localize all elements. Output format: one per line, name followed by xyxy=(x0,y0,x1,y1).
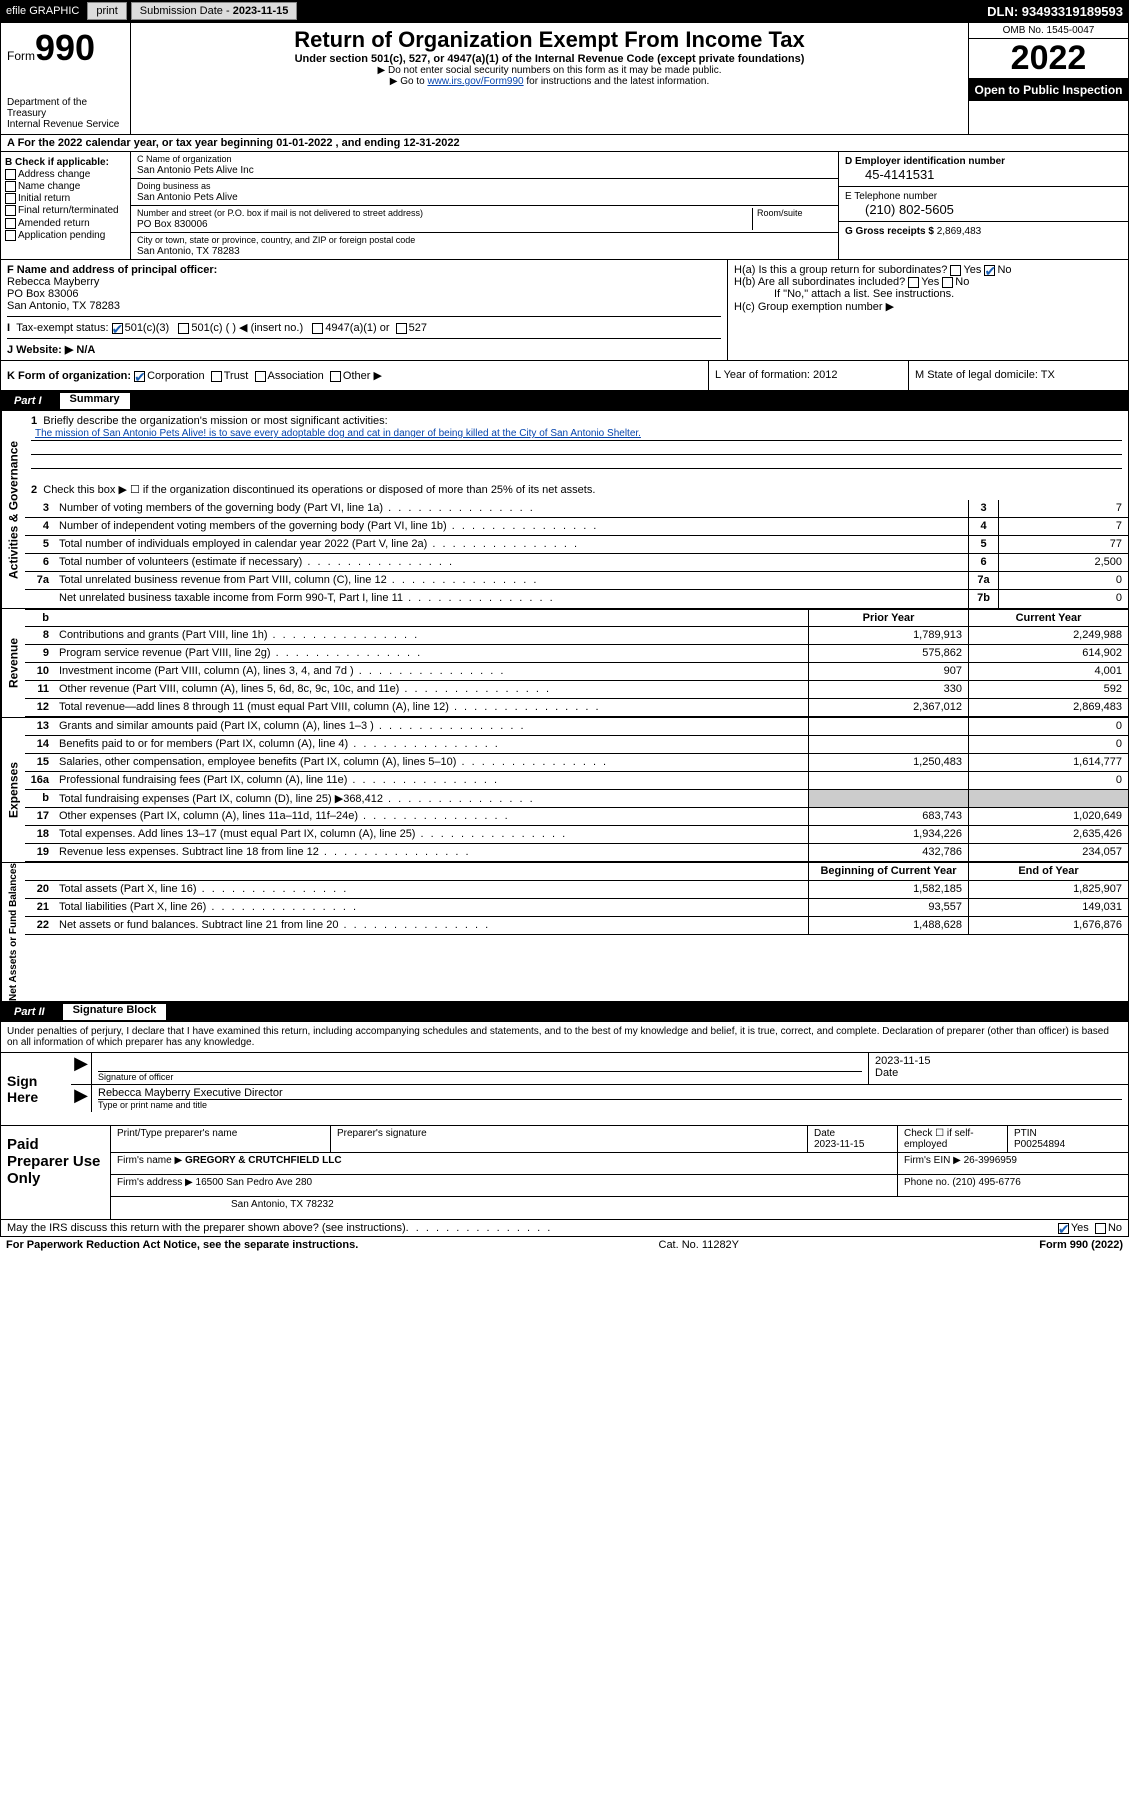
row-A: A For the 2022 calendar year, or tax yea… xyxy=(0,135,1129,152)
activities-governance: Activities & Governance 1 Briefly descri… xyxy=(0,411,1129,609)
part1-header: Part I Summary xyxy=(0,391,1129,411)
form-title: Return of Organization Exempt From Incom… xyxy=(137,27,962,53)
instructions-link[interactable]: www.irs.gov/Form990 xyxy=(427,76,523,87)
efile-label: efile GRAPHIC xyxy=(0,5,85,17)
block-BCDE: B Check if applicable: Address change Na… xyxy=(0,152,1129,260)
checkbox[interactable] xyxy=(5,218,16,229)
part2-header: Part II Signature Block xyxy=(0,1002,1129,1022)
col-B: B Check if applicable: Address change Na… xyxy=(1,152,131,259)
col-C: C Name of organizationSan Antonio Pets A… xyxy=(131,152,838,259)
col-F: F Name and address of principal officer:… xyxy=(1,260,728,360)
checkbox-501c3[interactable] xyxy=(112,323,123,334)
row-FHI: F Name and address of principal officer:… xyxy=(0,260,1129,361)
top-bar: efile GRAPHIC print Submission Date - 20… xyxy=(0,0,1129,22)
revenue-section: Revenue bPrior YearCurrent Year 8Contrib… xyxy=(0,609,1129,718)
col-H: H(a) Is this a group return for subordin… xyxy=(728,260,1128,360)
arrow-icon: ▶ xyxy=(71,1085,91,1112)
year-formation: L Year of formation: 2012 xyxy=(708,361,908,390)
print-button[interactable]: print xyxy=(87,2,126,20)
col-DE: D Employer identification number45-41415… xyxy=(838,152,1128,259)
mission-link[interactable]: The mission of San Antonio Pets Alive! i… xyxy=(35,428,641,439)
header-left: Form990 Department of the Treasury Inter… xyxy=(1,23,131,134)
state-domicile: M State of legal domicile: TX xyxy=(908,361,1128,390)
form-header: Form990 Department of the Treasury Inter… xyxy=(0,22,1129,135)
checkbox[interactable] xyxy=(5,205,16,216)
footer-paperwork: For Paperwork Reduction Act Notice, see … xyxy=(0,1237,1129,1253)
expenses-section: Expenses 13Grants and similar amounts pa… xyxy=(0,718,1129,863)
submission-date-box: Submission Date - 2023-11-15 xyxy=(131,2,298,20)
preparer-block: Paid Preparer Use Only Print/Type prepar… xyxy=(0,1126,1129,1220)
website-row: J Website: ▶ N/A xyxy=(7,344,95,356)
sign-block: Sign Here ▶ Signature of officer 2023-11… xyxy=(0,1053,1129,1126)
checkbox[interactable] xyxy=(5,193,16,204)
penalties-text: Under penalties of perjury, I declare th… xyxy=(0,1022,1129,1053)
netassets-section: Net Assets or Fund Balances Beginning of… xyxy=(0,863,1129,1002)
header-mid: Return of Organization Exempt From Incom… xyxy=(131,23,968,134)
header-right: OMB No. 1545-0047 2022 Open to Public In… xyxy=(968,23,1128,134)
footer-discuss: May the IRS discuss this return with the… xyxy=(0,1220,1129,1237)
checkbox[interactable] xyxy=(5,230,16,241)
row-K: K Form of organization: Corporation Trus… xyxy=(0,361,1129,391)
dln-label: DLN: 93493319189593 xyxy=(987,4,1129,19)
arrow-icon: ▶ xyxy=(71,1053,91,1084)
checkbox[interactable] xyxy=(5,181,16,192)
checkbox[interactable] xyxy=(5,169,16,180)
